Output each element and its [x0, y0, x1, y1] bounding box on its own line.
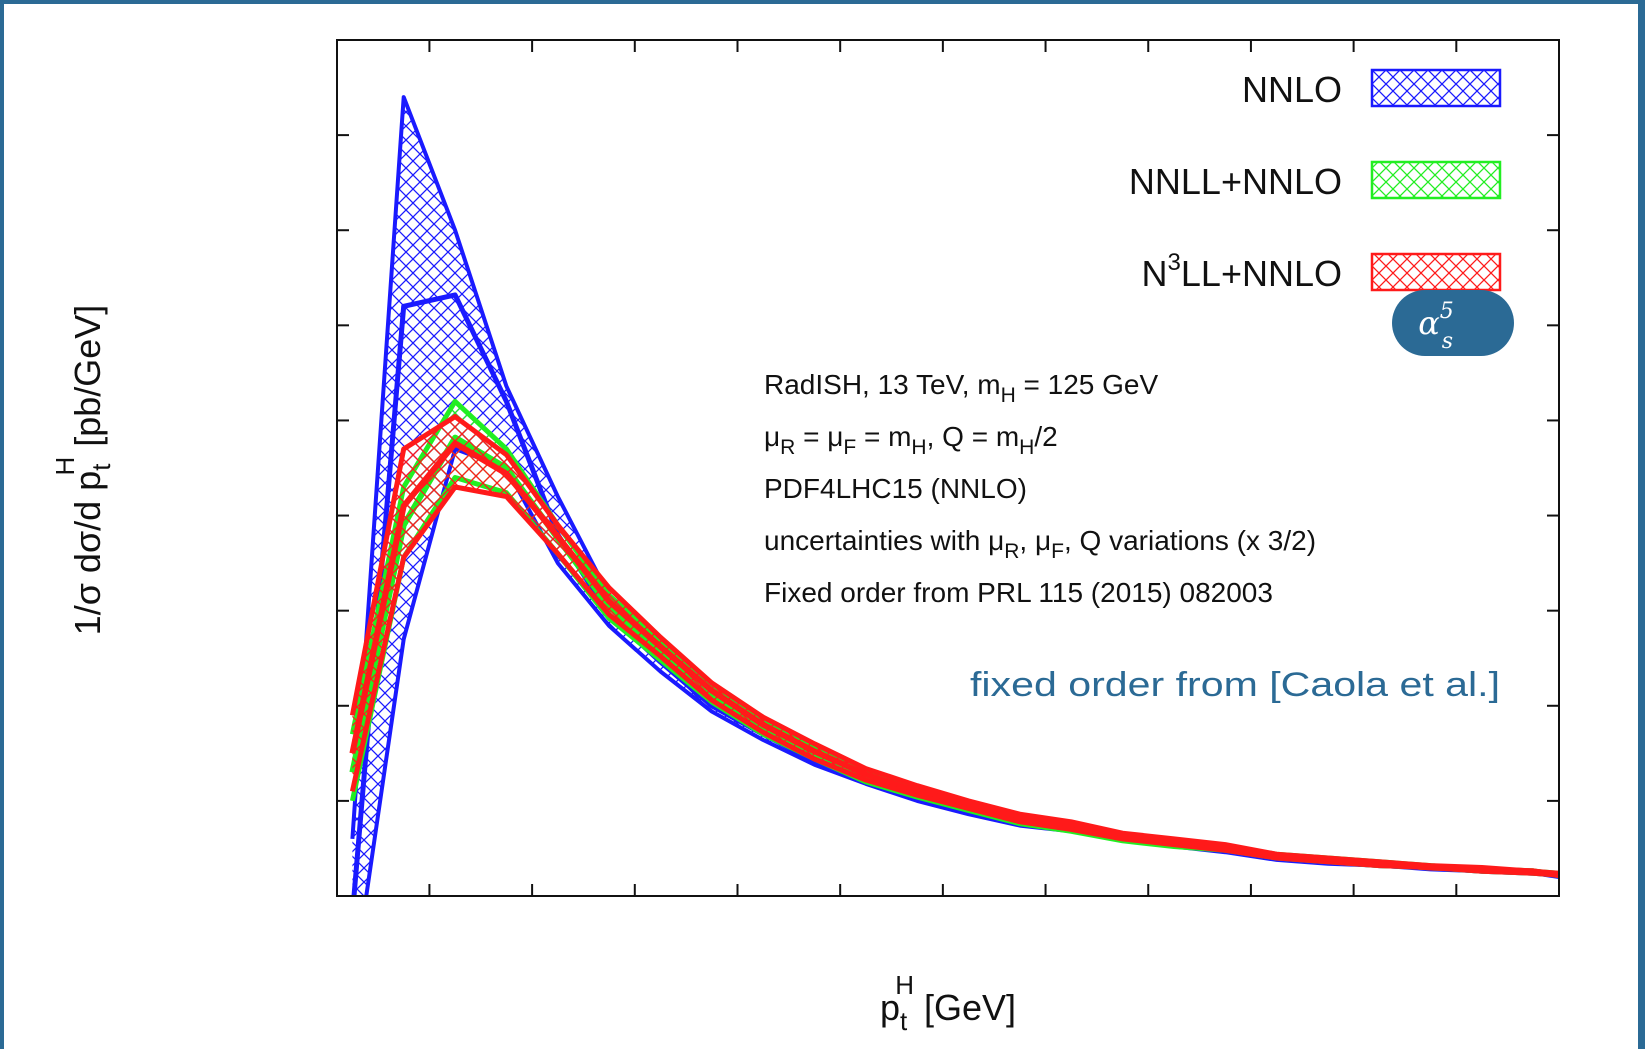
- info-subscript: H: [1001, 384, 1016, 407]
- plot-frame: [336, 39, 1560, 897]
- legend-swatch: [1370, 68, 1502, 108]
- axis-ticks: [337, 39, 1560, 897]
- badge-sub: s: [1442, 329, 1453, 354]
- info-line: Fixed order from PRL 115 (2015) 082003: [764, 577, 1273, 608]
- info-subscript: R: [1004, 540, 1019, 563]
- x-axis-title-main: p: [880, 987, 900, 1028]
- y-axis-title-rest: [pb/GeV]: [67, 305, 108, 457]
- legend-label-sup: 3: [1168, 249, 1181, 276]
- info-text-run: uncertainties with μ: [764, 525, 1004, 556]
- legend: NNLO NNLL+NNLO N3LL+NNLO α5 s: [1129, 68, 1514, 356]
- legend-label: N3LL+NNLO: [1142, 249, 1342, 294]
- info-text-run: = 125 GeV: [1016, 369, 1159, 400]
- info-line: PDF4LHC15 (NNLO): [764, 473, 1027, 504]
- legend-label: NNLL+NNLO: [1129, 161, 1342, 202]
- info-subscript: F: [843, 436, 856, 459]
- y-axis-title-sub: t: [86, 463, 116, 471]
- lower-bound-line: [349, 484, 1559, 878]
- legend-swatch: [1370, 252, 1502, 292]
- info-subscript: F: [1051, 540, 1064, 563]
- info-subscript: H: [911, 436, 926, 459]
- badge-sup: 5: [1440, 299, 1454, 324]
- uncertainty-bands: [349, 95, 1559, 896]
- info-text-run: /2: [1034, 421, 1057, 452]
- info-text-run: = m: [856, 421, 911, 452]
- tick-labels: ptH [GeV]1/σ dσ/d ptH [pb/GeV]: [50, 305, 1016, 1036]
- legend-label-rest: LL+NNLO: [1181, 253, 1342, 294]
- badge-label: α5 s: [1418, 299, 1454, 354]
- badge-base: α: [1418, 304, 1440, 342]
- info-line: RadISH, 13 TeV, mH = 125 GeV: [764, 369, 1159, 407]
- info-text-run: PDF4LHC15 (NNLO): [764, 473, 1027, 504]
- x-axis-title: ptH [GeV]: [880, 970, 1016, 1036]
- info-text-run: Fixed order from PRL 115 (2015) 082003: [764, 577, 1273, 608]
- y-axis-title-sup: H: [50, 457, 80, 476]
- x-axis-title-rest: [GeV]: [914, 987, 1016, 1028]
- y-axis-title-main: 1/σ dσ/d p: [67, 471, 108, 636]
- x-axis-title-sub: t: [900, 1006, 908, 1036]
- info-text-run: , Q = m: [927, 421, 1020, 452]
- info-text-run: μ: [764, 421, 780, 452]
- legend-swatch: [1370, 160, 1502, 200]
- info-text-run: = μ: [795, 421, 843, 452]
- info-text-run: , Q variations (x 3/2): [1064, 525, 1316, 556]
- legend-label: NNLO: [1242, 69, 1342, 110]
- legend-entry: NNLL+NNLO: [1129, 160, 1502, 202]
- uncertainty-band: [352, 416, 1559, 876]
- info-text-run: RadISH, 13 TeV, m: [764, 369, 1001, 400]
- badge-pill: [1392, 290, 1514, 356]
- info-subscript: H: [1019, 436, 1034, 459]
- info-subscript: R: [780, 436, 795, 459]
- info-line: μR = μF = mH, Q = mH/2: [764, 421, 1058, 459]
- info-text-run: , μ: [1019, 525, 1051, 556]
- legend-entry: N3LL+NNLO: [1142, 249, 1502, 294]
- info-line: uncertainties with μR, μF, Q variations …: [764, 525, 1316, 563]
- fixed-order-note: fixed order from [Caola et al.]: [970, 666, 1500, 704]
- alpha-s-badge: α5 s: [1392, 290, 1514, 356]
- series-n-ll-nnlo: [349, 414, 1559, 879]
- legend-entry: NNLO: [1242, 68, 1502, 110]
- x-axis-title-sup: H: [895, 970, 914, 1000]
- y-axis-title: 1/σ dσ/d ptH [pb/GeV]: [50, 305, 116, 636]
- legend-label-prefix: N: [1142, 253, 1168, 294]
- legend-label-text: NNLL+NNLO: [1129, 161, 1342, 202]
- legend-label-text: NNLO: [1242, 69, 1342, 110]
